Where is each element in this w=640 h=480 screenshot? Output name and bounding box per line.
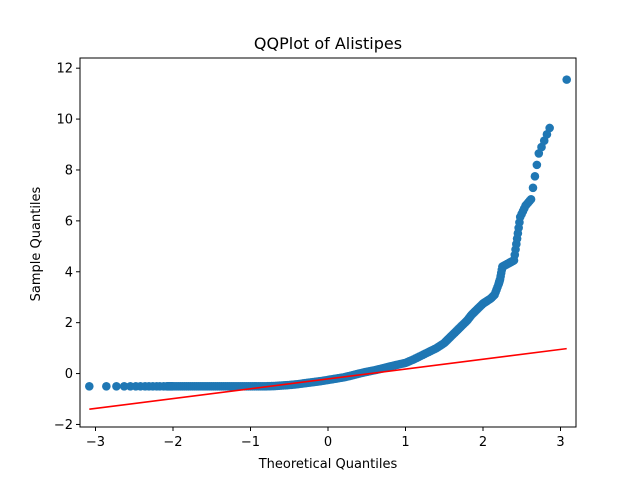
data-point — [112, 381, 121, 391]
y-tick-label: 6 — [65, 214, 73, 229]
x-tick-label: 2 — [479, 435, 487, 450]
data-point — [545, 123, 554, 133]
x-tick-label: 0 — [324, 435, 332, 450]
x-tick-label: −2 — [163, 435, 182, 450]
chart-title: QQPlot of Alistipes — [254, 34, 402, 53]
data-point-fill — [530, 172, 540, 181]
y-axis-title: Sample Quantiles — [29, 186, 44, 301]
data-point — [526, 194, 536, 204]
x-tick-label: −1 — [241, 435, 260, 450]
data-point — [102, 381, 111, 391]
x-axis-title: Theoretical Quantiles — [258, 457, 398, 472]
plot-frame — [79, 57, 577, 428]
x-tick-label: 1 — [401, 435, 409, 450]
y-tick-label: 2 — [65, 316, 73, 331]
reference-line — [89, 347, 567, 410]
data-point-fill — [532, 160, 542, 170]
y-tick-label: 10 — [56, 113, 73, 128]
y-tick-label: 0 — [65, 367, 73, 382]
y-tick-label: 8 — [65, 163, 73, 178]
x-tick-label: −3 — [86, 435, 105, 450]
sample-quantile-points — [85, 75, 571, 391]
data-point — [562, 75, 571, 84]
y-tick-label: 4 — [65, 265, 73, 280]
data-point — [85, 381, 94, 391]
y-tick-label: 12 — [56, 62, 73, 77]
data-point — [119, 381, 129, 391]
y-tick-label: −2 — [54, 418, 73, 433]
data-point-fill — [528, 183, 538, 193]
x-tick-label: 3 — [556, 435, 564, 450]
